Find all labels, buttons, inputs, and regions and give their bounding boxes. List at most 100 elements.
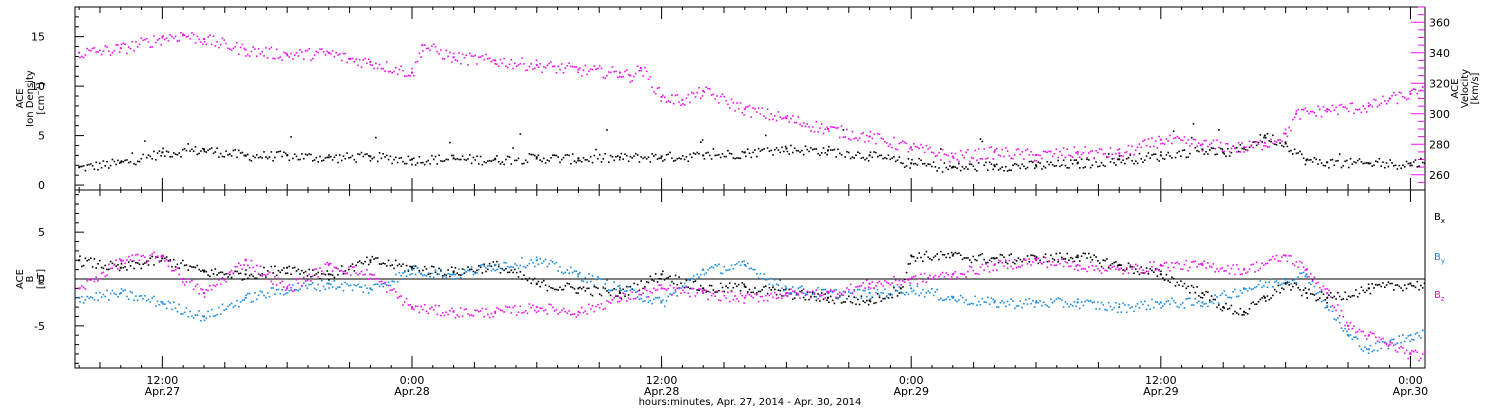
data-point [149, 46, 152, 48]
data-point [663, 279, 666, 281]
data-point [1245, 148, 1247, 151]
data-point [541, 281, 543, 284]
data-point [831, 290, 834, 293]
data-point [965, 151, 967, 154]
data-point [869, 297, 872, 300]
data-point [1050, 254, 1052, 257]
data-point [831, 149, 834, 151]
data-point [1174, 262, 1177, 264]
data-point [624, 153, 626, 155]
data-point [376, 257, 379, 259]
data-point [487, 265, 489, 267]
data-point [319, 48, 321, 50]
data-point [1367, 352, 1370, 354]
data-point [1331, 104, 1334, 107]
data-point [292, 157, 294, 160]
data-point [714, 264, 716, 266]
data-point [689, 295, 691, 298]
data-point [1086, 257, 1088, 259]
data-point [553, 65, 556, 67]
data-point [663, 158, 666, 161]
data-point [1216, 306, 1218, 309]
data-point [1035, 301, 1038, 304]
data-point [1116, 149, 1119, 151]
data-point [122, 161, 125, 163]
data-point [611, 289, 614, 291]
data-point [714, 291, 716, 293]
data-point [808, 298, 810, 301]
data-point [689, 287, 691, 290]
data-point [629, 74, 632, 77]
data-point [956, 252, 958, 255]
data-point [288, 284, 291, 286]
data-point [903, 278, 906, 281]
data-point [732, 101, 735, 104]
data-point [746, 262, 749, 265]
data-point [1423, 85, 1426, 88]
data-point [876, 155, 879, 158]
data-point [759, 295, 762, 298]
data-point [78, 259, 81, 262]
data-point [864, 301, 866, 304]
data-point [440, 270, 442, 272]
data-point [496, 155, 498, 157]
data-point [508, 266, 511, 269]
data-point [512, 266, 514, 268]
data-point [905, 165, 908, 167]
data-point [848, 138, 850, 140]
data-point [788, 121, 790, 123]
data-point [552, 154, 554, 156]
data-point [1382, 95, 1384, 98]
data-point [999, 167, 1002, 170]
data-point [878, 296, 881, 299]
data-point [185, 264, 188, 266]
data-point [299, 273, 301, 275]
data-point [191, 32, 193, 34]
data-point [82, 165, 85, 167]
data-point [873, 287, 875, 289]
data-point [1053, 300, 1056, 302]
data-point [959, 273, 962, 275]
data-point [1221, 292, 1224, 295]
data-point [461, 315, 464, 318]
data-point [1369, 292, 1372, 295]
data-point [469, 52, 471, 55]
data-point [142, 297, 144, 300]
data-point [1409, 352, 1411, 354]
data-point [295, 270, 298, 272]
data-point [198, 293, 200, 295]
data-point [1203, 139, 1206, 142]
data-point [86, 279, 88, 282]
data-point [1196, 145, 1198, 148]
data-point [142, 254, 144, 257]
data-point [487, 58, 489, 60]
data-point [191, 266, 193, 268]
data-point [1347, 166, 1350, 169]
data-point [223, 279, 226, 281]
data-point [884, 141, 886, 143]
data-point [774, 148, 776, 151]
data-point [82, 302, 85, 304]
data-point [1003, 301, 1005, 304]
data-point [117, 44, 119, 46]
data-point [274, 57, 276, 60]
data-point [367, 263, 370, 266]
data-point [1129, 307, 1132, 309]
data-point [483, 315, 485, 318]
data-point [1292, 153, 1294, 155]
data-point [160, 260, 162, 262]
data-point [373, 274, 375, 276]
data-point [853, 290, 855, 292]
data-point [887, 293, 890, 295]
data-point [1111, 153, 1114, 156]
data-point [640, 294, 642, 296]
data-point [934, 255, 937, 257]
data-point [414, 61, 417, 64]
data-point [1118, 158, 1121, 161]
data-point [1412, 339, 1415, 341]
data-point [180, 32, 182, 34]
data-point [754, 108, 756, 110]
data-point [1120, 264, 1123, 266]
x-tick-time-label: 12:00 [147, 374, 179, 387]
data-point [929, 274, 931, 277]
